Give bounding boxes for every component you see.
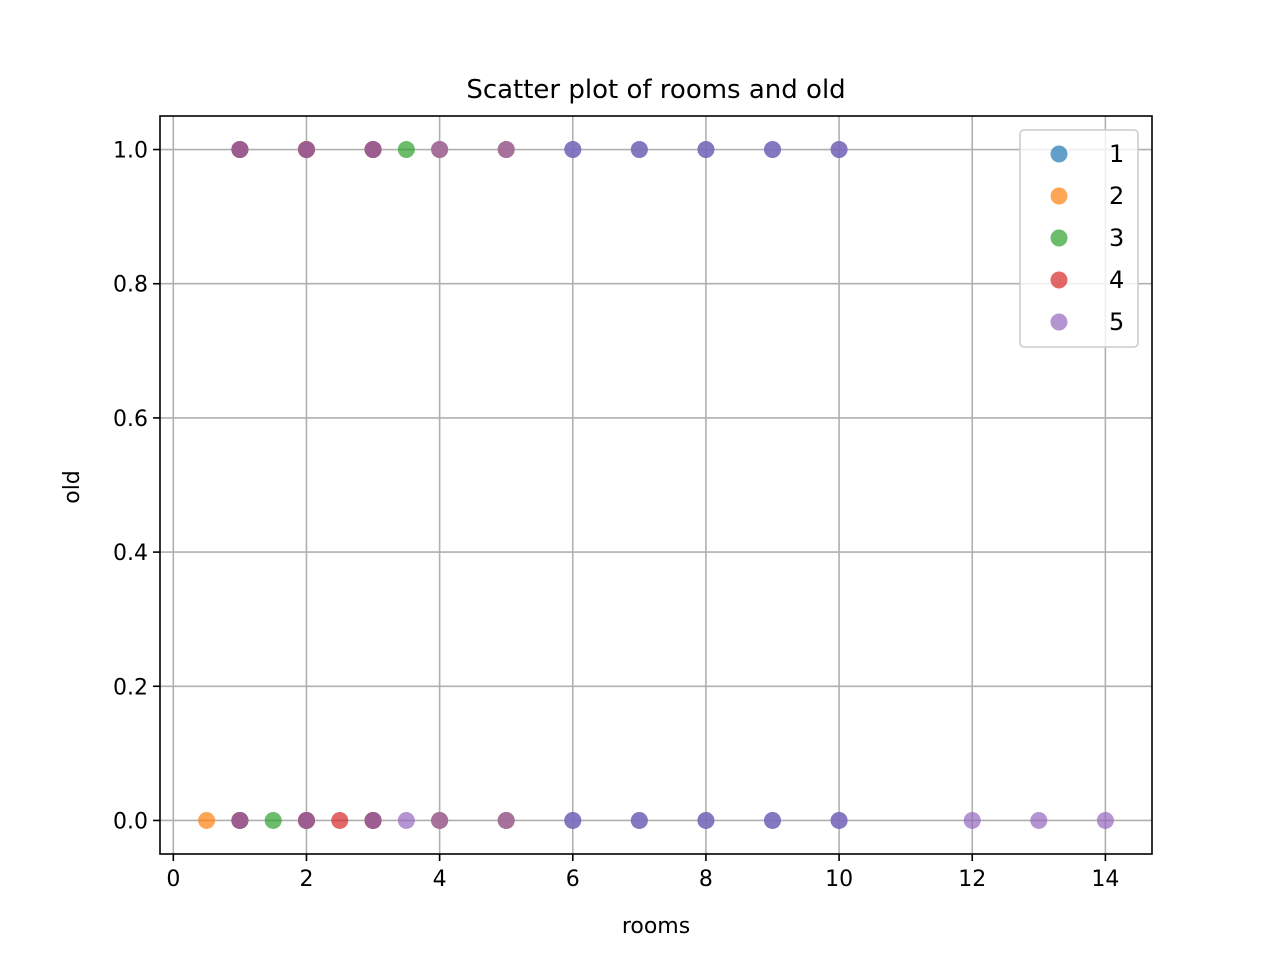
data-point-series-5 — [297, 811, 315, 829]
x-axis-label: rooms — [622, 914, 690, 939]
y-tick-label: 0.4 — [113, 541, 148, 566]
x-tick-label: 10 — [825, 867, 853, 892]
data-point-series-5 — [1030, 811, 1048, 829]
plot-area-frame — [159, 115, 1153, 855]
data-point-series-5 — [697, 141, 715, 159]
legend-label: 2 — [1109, 182, 1124, 210]
data-point-series-5 — [830, 141, 848, 159]
data-point-series-5 — [397, 811, 415, 829]
legend-label: 4 — [1109, 266, 1124, 294]
data-point-series-5 — [497, 811, 515, 829]
data-point-series-5 — [1096, 811, 1114, 829]
data-point-series-5 — [564, 141, 582, 159]
legend-marker — [1050, 229, 1068, 247]
y-tick-label: 0.0 — [113, 809, 148, 834]
x-tick-label: 2 — [299, 867, 313, 892]
legend-label: 1 — [1109, 140, 1124, 168]
data-point-series-5 — [764, 811, 782, 829]
legend-marker — [1050, 271, 1068, 289]
data-point-series-5 — [364, 141, 382, 159]
y-tick-label: 0.2 — [113, 675, 148, 700]
data-point-series-5 — [697, 811, 715, 829]
legend-marker — [1050, 145, 1068, 163]
chart-title: Scatter plot of rooms and old — [466, 75, 845, 105]
data-points — [198, 141, 1114, 829]
x-tick-label: 0 — [166, 867, 180, 892]
legend-label: 3 — [1109, 224, 1124, 252]
y-axis-label: old — [60, 470, 85, 504]
axis-ticks: 0 2 4 6 8 10 12 14 0.0 0.2 0.4 0.6 0.8 1.0 — [113, 139, 1119, 892]
legend: 1 2 3 4 5 — [1019, 129, 1139, 348]
data-point-series-5 — [630, 141, 648, 159]
data-point-series-3 — [397, 141, 415, 159]
data-point-series-5 — [630, 811, 648, 829]
data-point-series-5 — [231, 811, 249, 829]
grid-lines — [160, 116, 1152, 854]
data-point-series-3 — [264, 811, 282, 829]
data-point-series-5 — [431, 811, 449, 829]
data-point-series-5 — [297, 141, 315, 159]
data-point-series-5 — [830, 811, 848, 829]
data-point-series-5 — [564, 811, 582, 829]
x-tick-label: 8 — [699, 867, 713, 892]
x-tick-label: 12 — [958, 867, 986, 892]
data-point-series-4 — [331, 811, 349, 829]
y-tick-label: 0.8 — [113, 273, 148, 298]
x-tick-label: 4 — [433, 867, 447, 892]
legend-marker — [1050, 187, 1068, 205]
legend-label: 5 — [1109, 308, 1124, 336]
data-point-series-5 — [231, 141, 249, 159]
legend-box — [1019, 129, 1139, 348]
y-tick-label: 0.6 — [113, 407, 148, 432]
x-tick-label: 6 — [566, 867, 580, 892]
legend-marker — [1050, 313, 1068, 331]
data-point-series-5 — [497, 141, 515, 159]
y-tick-label: 1.0 — [113, 139, 148, 164]
x-tick-label: 14 — [1091, 867, 1119, 892]
data-point-series-2 — [198, 811, 216, 829]
data-point-series-5 — [764, 141, 782, 159]
data-point-series-5 — [431, 141, 449, 159]
data-point-series-5 — [963, 811, 981, 829]
data-point-series-5 — [364, 811, 382, 829]
